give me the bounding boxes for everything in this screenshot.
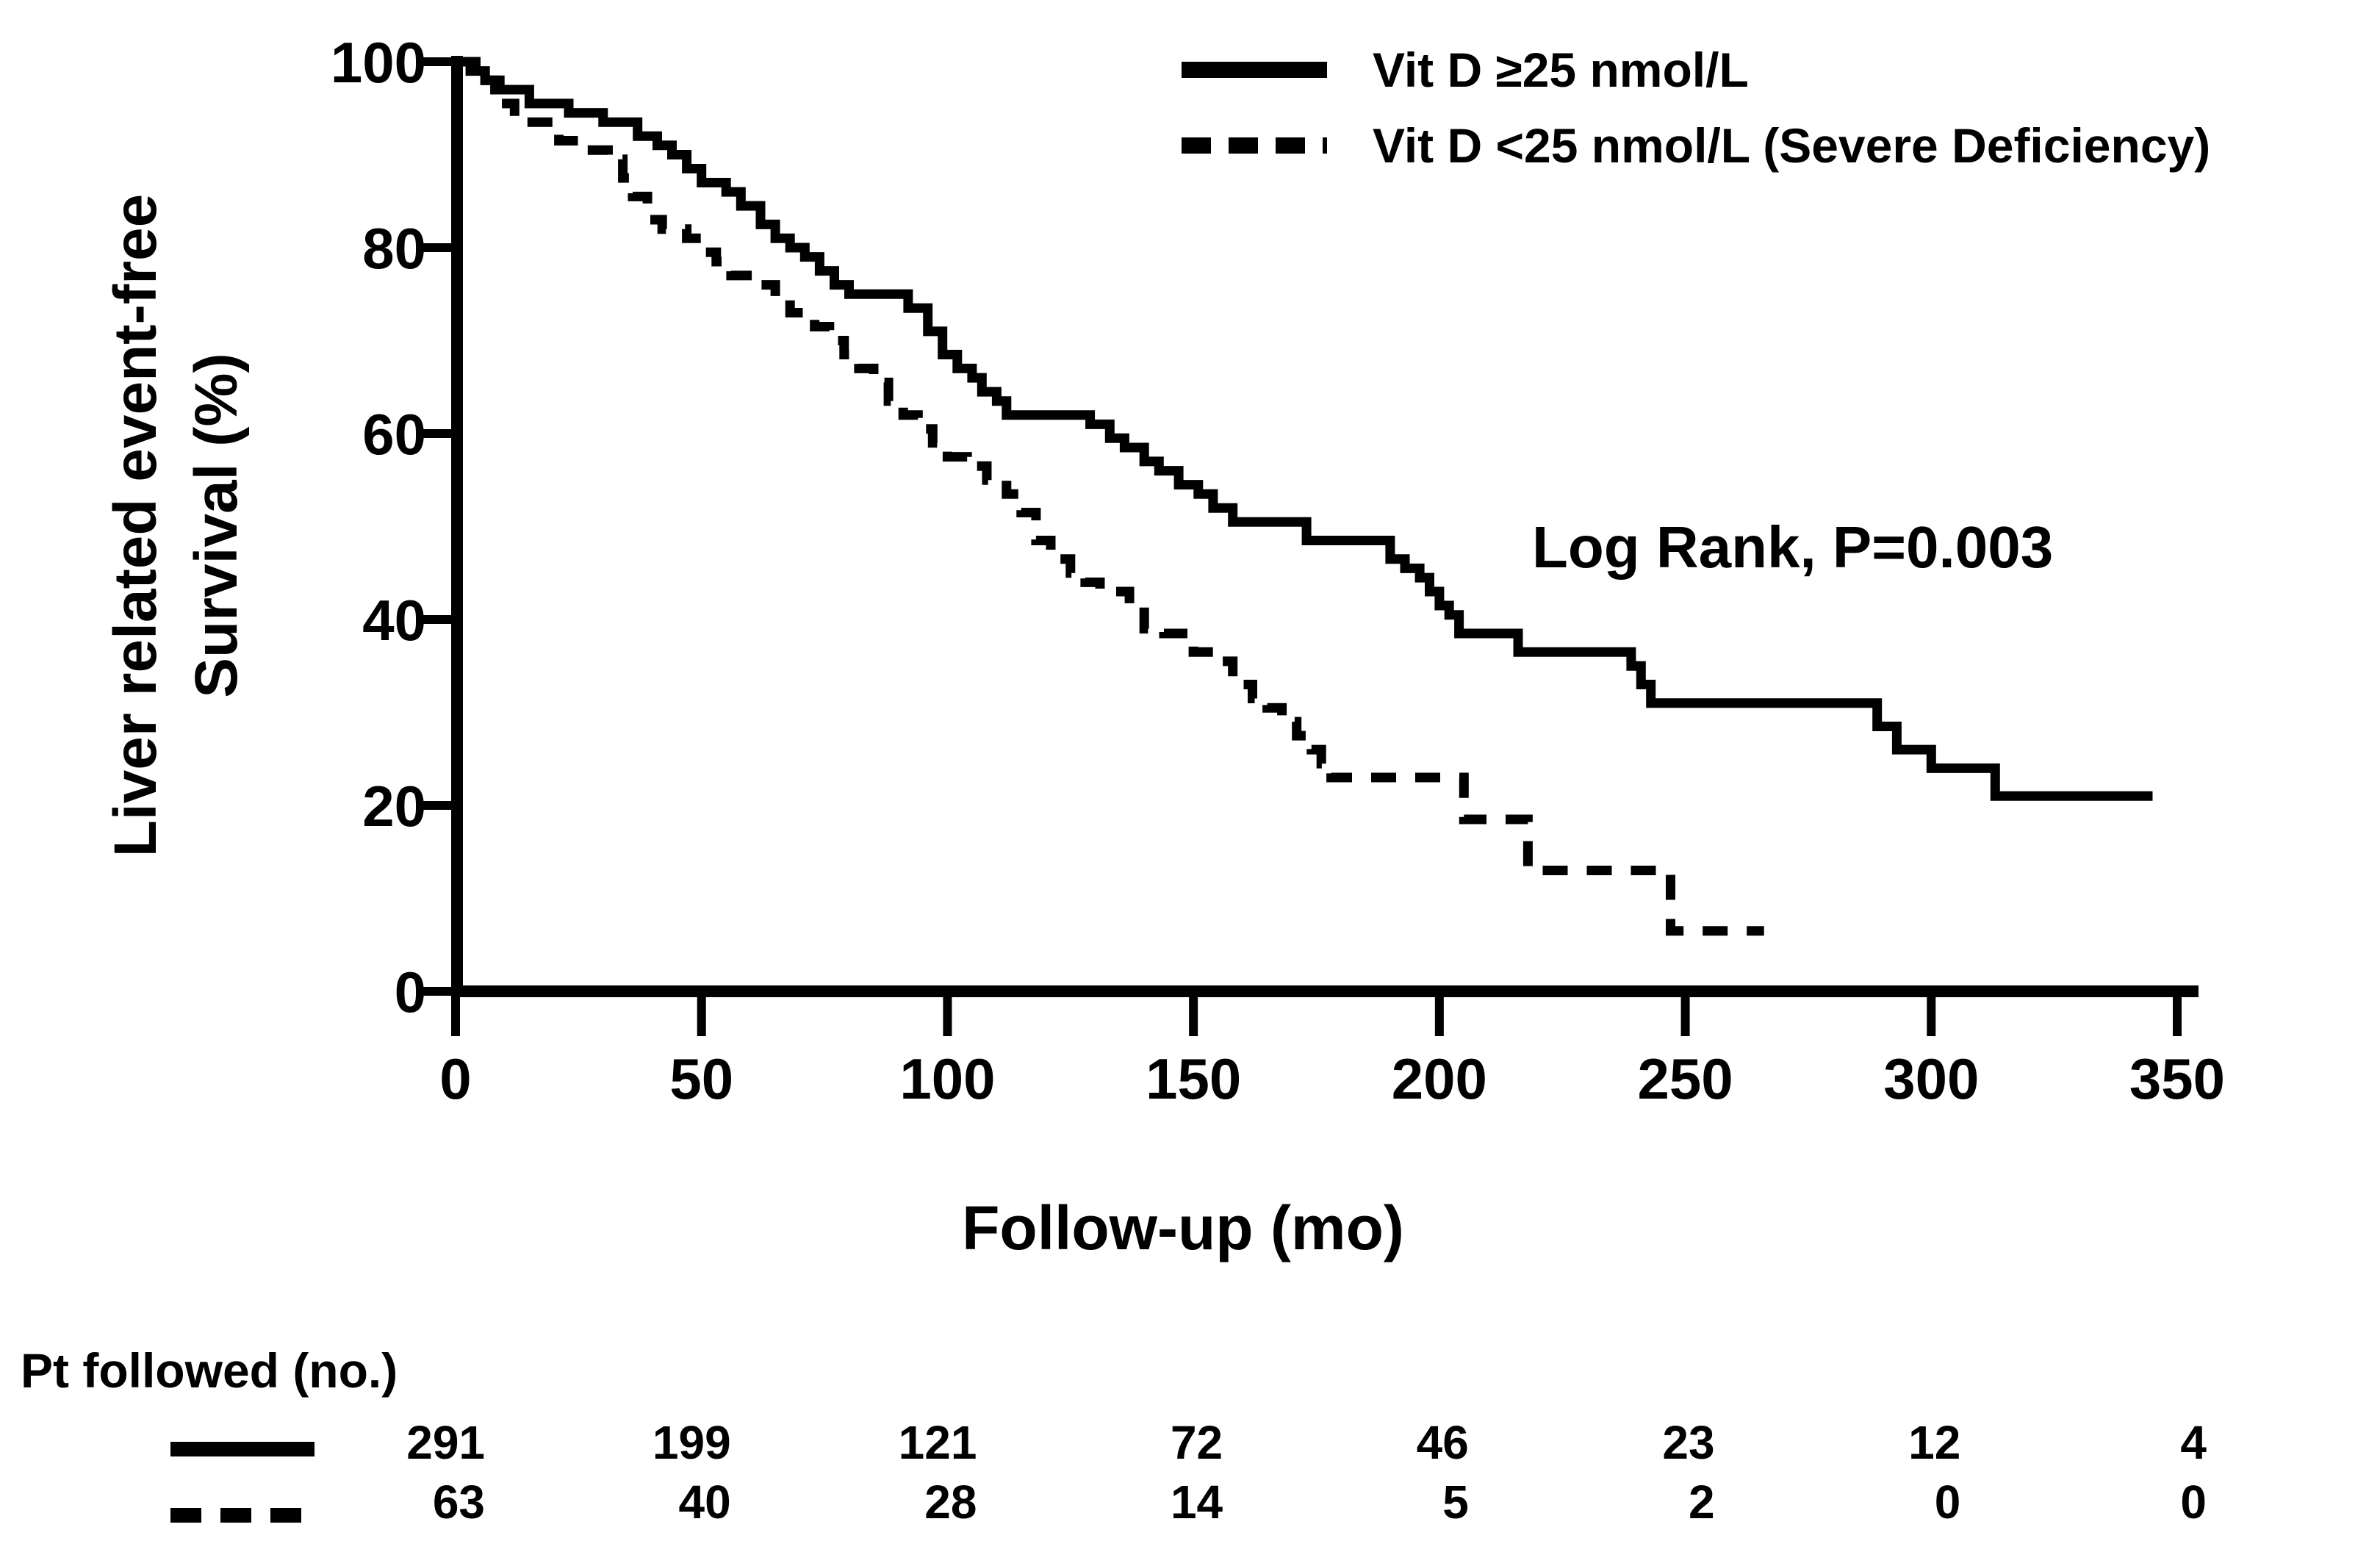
y-axis-title-line1: Liver related event-free [102, 194, 169, 857]
risk-count: 63 [433, 1476, 485, 1529]
x-tick-label: 250 [1638, 1046, 1733, 1111]
risk-count: 12 [1908, 1416, 1960, 1469]
risk-count: 46 [1417, 1416, 1469, 1469]
x-tick-label: 200 [1392, 1046, 1487, 1111]
x-tick-label: 100 [899, 1046, 995, 1111]
survival-curves [456, 57, 2153, 936]
y-tick-label: 80 [362, 216, 426, 281]
risk-count: 121 [899, 1416, 977, 1469]
log-rank-annotation: Log Rank, P=0.003 [1532, 514, 2053, 580]
y-tick-label: 20 [362, 774, 426, 838]
y-axis-title-line2: Survival (%) [183, 353, 250, 697]
risk-count: 5 [1442, 1476, 1469, 1529]
y-tick-label: 0 [395, 960, 426, 1024]
x-tick-label: 150 [1146, 1046, 1241, 1111]
x-tick-label: 0 [439, 1046, 471, 1111]
y-tick-label: 100 [331, 30, 426, 95]
risk-count: 0 [2180, 1476, 2207, 1529]
risk-count: 40 [679, 1476, 731, 1529]
risk-count: 199 [652, 1416, 731, 1469]
axes: 0 50 100 150 200 250 300 350 0 20 40 60 80 100 Follow-… [102, 30, 2225, 1262]
risk-count: 0 [1935, 1476, 1961, 1529]
patients-followed-table: Pt followed (no.)291 199 121 72 46 23 12 4 63 40 2… [21, 1343, 2207, 1529]
solid-survival-curve [456, 57, 2153, 801]
risk-count: 23 [1662, 1416, 1714, 1469]
risk-count: 72 [1171, 1416, 1223, 1469]
risk-count: 2 [1689, 1476, 1715, 1529]
x-axis-title: Follow-up (mo) [962, 1193, 1404, 1262]
legend-label: Vit D ≥25 nmol/L [1373, 43, 1749, 97]
y-tick-label: 40 [362, 588, 426, 653]
y-tick-label: 60 [362, 402, 426, 467]
x-tick-label: 300 [1883, 1046, 1979, 1111]
risk-count: 28 [924, 1476, 977, 1529]
risk-count: 291 [406, 1416, 485, 1469]
risk-count: 14 [1171, 1476, 1223, 1529]
risk-table-title: Pt followed (no.) [21, 1343, 398, 1398]
x-tick-label: 50 [669, 1046, 733, 1111]
legend-label: Vit D <25 nmol/L (Severe Deficiency) [1373, 118, 2210, 173]
x-tick-label: 350 [2129, 1046, 2225, 1111]
legend: Vit D ≥25 nmol/L Vit D <25 nmol/L (Severe… [1182, 43, 2210, 173]
risk-count: 4 [2180, 1416, 2207, 1469]
log-rank-text: Log Rank, P=0.003 [1532, 514, 2053, 580]
dashed-survival-curve [456, 57, 1764, 936]
